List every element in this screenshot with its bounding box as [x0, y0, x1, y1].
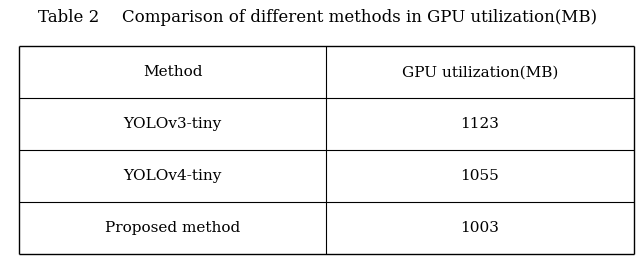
- Text: Table 2: Table 2: [38, 10, 100, 26]
- Text: 1055: 1055: [461, 169, 499, 183]
- Text: Proposed method: Proposed method: [105, 222, 241, 235]
- Text: 1003: 1003: [461, 222, 499, 235]
- Text: Method: Method: [143, 65, 202, 79]
- Text: Comparison of different methods in GPU utilization(MB): Comparison of different methods in GPU u…: [122, 10, 596, 26]
- Text: YOLOv4-tiny: YOLOv4-tiny: [124, 169, 222, 183]
- Text: YOLOv3-tiny: YOLOv3-tiny: [124, 117, 222, 131]
- Text: GPU utilization(MB): GPU utilization(MB): [402, 65, 558, 79]
- Text: 1123: 1123: [461, 117, 499, 131]
